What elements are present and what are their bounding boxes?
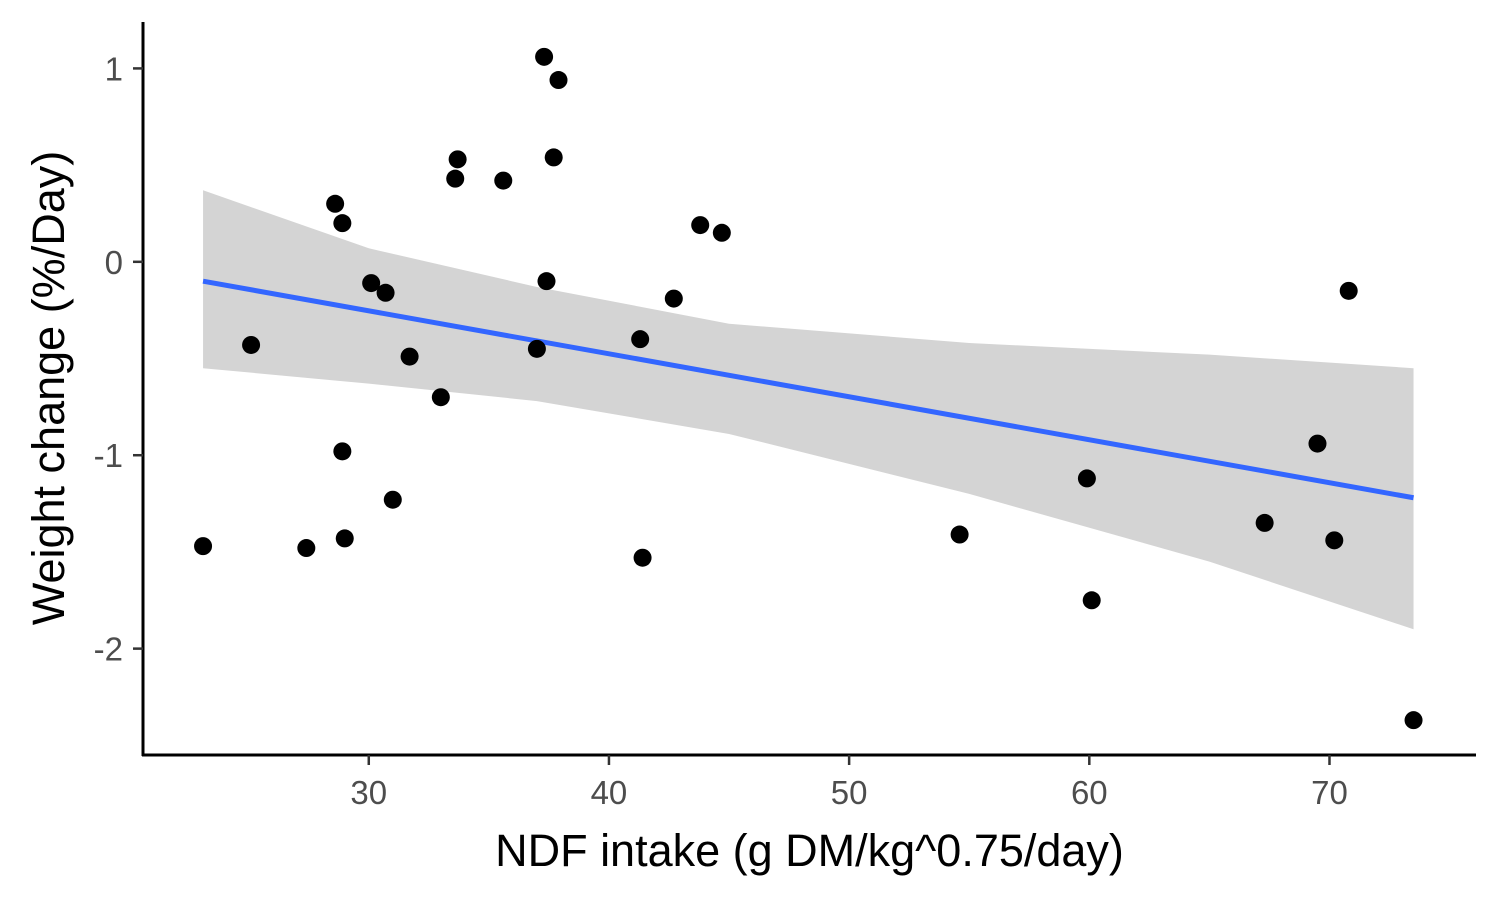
x-tick-label: 40 [591,774,628,811]
trend-line [202,278,1414,501]
x-tick-label: 30 [350,774,387,811]
data-point-32 [1339,281,1358,300]
data-point-3 [297,539,316,558]
data-point-14 [448,150,467,169]
y-axis-title: Weight change (%/Day) [23,151,74,625]
y-tick-label: -1 [94,437,123,474]
data-point-28 [1082,591,1101,610]
y-tick-label: 1 [105,50,123,87]
data-point-31 [1325,531,1344,550]
y-tick-label: 0 [105,244,123,281]
data-point-15 [494,171,513,190]
data-point-25 [712,223,731,242]
data-point-30 [1308,434,1327,453]
data-point-13 [446,169,465,188]
data-point-11 [400,347,419,366]
data-point-20 [549,71,568,90]
data-point-1 [194,537,213,556]
data-point-21 [631,330,650,349]
data-point-12 [431,388,450,407]
trend-line-layer [202,278,1414,501]
data-points [194,47,1423,730]
data-point-24 [691,216,710,235]
data-point-9 [376,283,395,302]
axes: 30 40 50 60 70 -2 -1 0 1 [94,22,1476,811]
data-point-23 [664,289,683,308]
x-tick-label: 50 [831,774,868,811]
data-point-29 [1255,513,1274,532]
x-tick-label: 70 [1311,774,1348,811]
data-point-33 [1404,711,1423,730]
data-point-16 [527,339,546,358]
data-point-27 [1077,469,1096,488]
data-point-22 [633,548,652,567]
data-point-6 [333,442,352,461]
data-point-10 [383,490,402,509]
data-point-8 [362,274,381,293]
x-axis-title: NDF intake (g DM/kg^0.75/day) [495,825,1124,876]
data-point-26 [950,525,969,544]
data-point-19 [544,148,563,167]
confidence-band [203,190,1414,630]
x-tick-label: 60 [1071,774,1108,811]
data-point-17 [535,47,554,66]
data-point-2 [242,335,261,354]
data-point-4 [326,194,345,213]
y-tick-label: -2 [94,631,123,668]
data-point-5 [333,214,352,233]
data-point-18 [537,272,556,291]
data-point-7 [335,529,354,548]
confidence-band-layer [203,190,1414,630]
